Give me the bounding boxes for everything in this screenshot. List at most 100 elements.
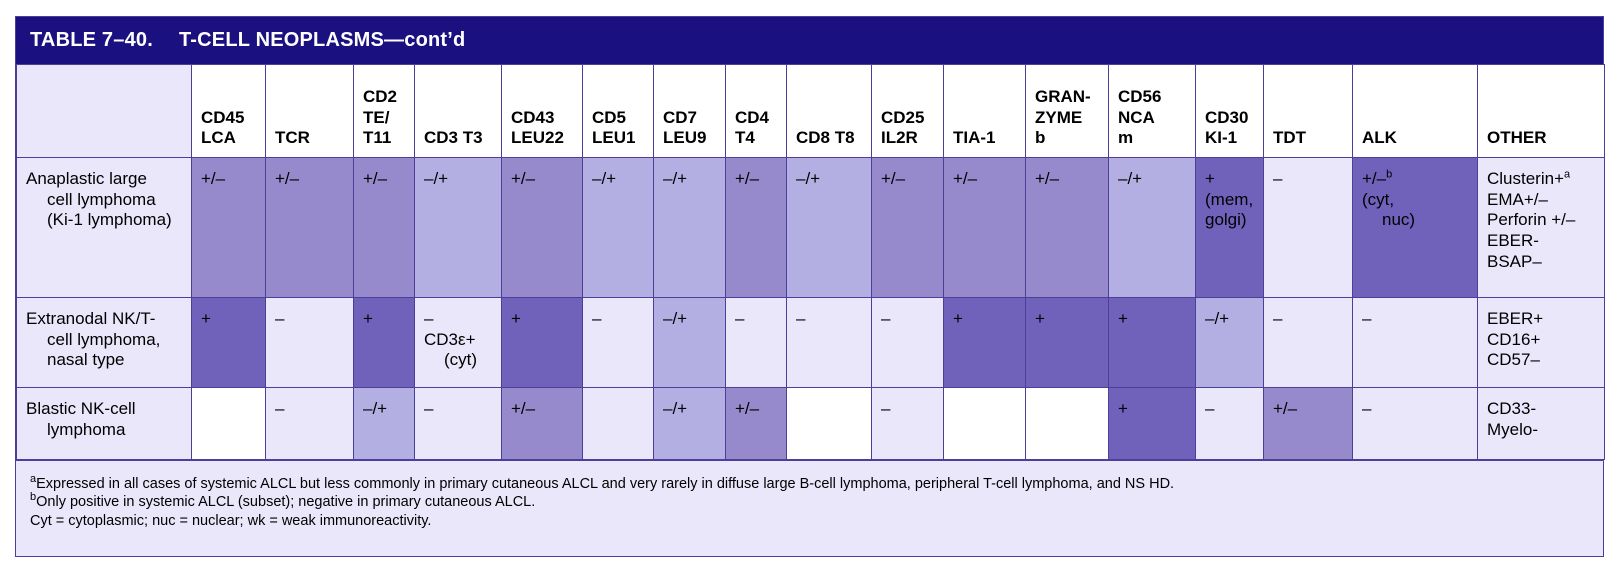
column-header-line: CD30 <box>1205 107 1249 127</box>
footnote-b-text: Only positive in systemic ALCL (subset);… <box>36 494 536 511</box>
column-header: TCR <box>265 64 354 158</box>
cell-value-line: nuc) <box>1382 210 1416 230</box>
table-title: T-CELL NEOPLASMS—cont’d <box>178 29 466 51</box>
table-cell: – CD3ε+ (cyt) <box>414 297 502 388</box>
column-header-line: ALK <box>1362 128 1397 148</box>
table-cell: Clusterin+a EMA+/– Perforin +/– EBER- BSAP– <box>1477 157 1605 298</box>
table-cell: – <box>871 297 944 388</box>
table-cell: +/– <box>943 157 1026 298</box>
table-cell: +/– <box>725 387 787 460</box>
other-marker-text: EBER+ <box>1487 309 1544 328</box>
footnote-abbreviations: Cyt = cytoplasmic; nuc = nuclear; wk = w… <box>30 512 1591 530</box>
column-header-line: T11 <box>363 128 392 148</box>
table-title-bar: TABLE 7–40. T-CELL NEOPLASMS—cont’d <box>16 17 1603 64</box>
column-header-line: CD43 <box>511 107 555 127</box>
column-header-line: CD4 <box>735 107 770 127</box>
table-cell: – <box>1352 387 1478 460</box>
cell-value: +/– <box>735 399 760 418</box>
column-header-line: TE/ <box>363 107 390 127</box>
cell-value: –/+ <box>663 309 688 328</box>
other-marker-line: Myelo- <box>1487 420 1600 441</box>
column-header-line: T4 <box>735 128 755 148</box>
other-marker-line: Clusterin+a <box>1487 169 1600 190</box>
other-marker-text: CD33- <box>1487 399 1537 418</box>
cell-value: –/+ <box>363 399 388 418</box>
cell-value: – <box>592 309 602 328</box>
other-marker-text: CD57– <box>1487 350 1540 370</box>
table-cell: – <box>1263 157 1353 298</box>
cell-value: – <box>1273 309 1283 328</box>
cell-value: –/+ <box>592 169 617 188</box>
cell-value: –/+ <box>663 169 688 188</box>
column-header-line: LCA <box>201 128 236 148</box>
table-cell: – <box>582 297 654 388</box>
row-label-line: Blastic NK-cell <box>26 399 136 418</box>
column-header-line: CD3 T3 <box>424 128 483 148</box>
column-header-line: CD2 <box>363 86 398 106</box>
column-header-line: LEU9 <box>663 128 707 148</box>
other-marker-text: Perforin +/– <box>1487 210 1576 230</box>
table-cell: – <box>265 297 354 388</box>
table-cell: + <box>191 297 266 388</box>
table-cell: – <box>725 297 787 388</box>
table-cell: +/– <box>353 157 415 298</box>
table-cell: +/– <box>725 157 787 298</box>
cell-value: +/– <box>881 169 906 188</box>
column-header-line: ZYME <box>1035 107 1083 127</box>
column-header: CD25 IL2R <box>871 64 944 158</box>
cell-value: –/+ <box>1118 169 1143 188</box>
cell-value: –/+ <box>424 169 449 188</box>
column-header: ALK <box>1352 64 1478 158</box>
cell-value: +/– <box>511 399 536 418</box>
cell-value: –/+ <box>1205 309 1230 328</box>
other-marker-text: BSAP– <box>1487 251 1542 271</box>
table-cell <box>786 387 872 460</box>
cell-value-line: (cyt) <box>444 350 478 370</box>
cell-value: +/– <box>511 169 536 188</box>
row-label-line: nasal type <box>47 350 125 370</box>
column-header: CD5 LEU1 <box>582 64 654 158</box>
cell-value: +/– <box>735 169 760 188</box>
cell-value: – <box>424 399 434 418</box>
other-marker-text: Clusterin+ <box>1487 169 1565 188</box>
table-cell: EBER+ CD16+ CD57– <box>1477 297 1605 388</box>
footnote-marker: a <box>1564 168 1571 181</box>
table-cell <box>943 387 1026 460</box>
column-header-line: KI-1 <box>1205 128 1238 148</box>
column-header-line: NCA <box>1118 107 1155 127</box>
column-header-line: m <box>1118 128 1134 148</box>
cell-value: +/– <box>275 169 300 188</box>
column-header-line: b <box>1035 128 1046 148</box>
row-label: Blastic NK-cell lymphoma <box>16 387 192 460</box>
table-cell <box>582 387 654 460</box>
table-cell: + <box>353 297 415 388</box>
table-cell: +/– <box>501 387 583 460</box>
table-cell: +/– <box>1025 157 1109 298</box>
column-header: CD30 KI-1 <box>1195 64 1264 158</box>
other-marker-line: CD57– <box>1487 350 1600 371</box>
cell-value: + <box>1035 309 1045 328</box>
table-container: TABLE 7–40. T-CELL NEOPLASMS—cont’d <box>15 16 1605 557</box>
column-header: CD3 T3 <box>414 64 502 158</box>
column-header-line: LEU1 <box>592 128 636 148</box>
cell-value: –/+ <box>796 169 821 188</box>
table-cell: – <box>1195 387 1264 460</box>
footnote-a: aExpressed in all cases of systemic ALCL… <box>30 474 1591 493</box>
column-header: CD43 LEU22 <box>501 64 583 158</box>
cell-value: + <box>1118 309 1128 328</box>
table-cell: + <box>1108 297 1196 388</box>
other-marker-line: CD16+ <box>1487 330 1600 351</box>
cell-value: – <box>1362 309 1372 328</box>
other-marker-line: EBER- <box>1487 231 1600 252</box>
column-header: CD56 NCA m <box>1108 64 1196 158</box>
cell-value: – <box>1273 169 1283 188</box>
footnote-b: bOnly positive in systemic ALCL (subset)… <box>30 492 1591 511</box>
table-cell: +/– <box>871 157 944 298</box>
table-cell: –/+ <box>1108 157 1196 298</box>
column-header: GRAN- ZYME b <box>1025 64 1109 158</box>
table-cell: +/– <box>265 157 354 298</box>
table-cell: + <box>1025 297 1109 388</box>
table-cell: +(mem, golgi) <box>1195 157 1264 298</box>
table-cell: +/– <box>1263 387 1353 460</box>
table-cell: + <box>501 297 583 388</box>
